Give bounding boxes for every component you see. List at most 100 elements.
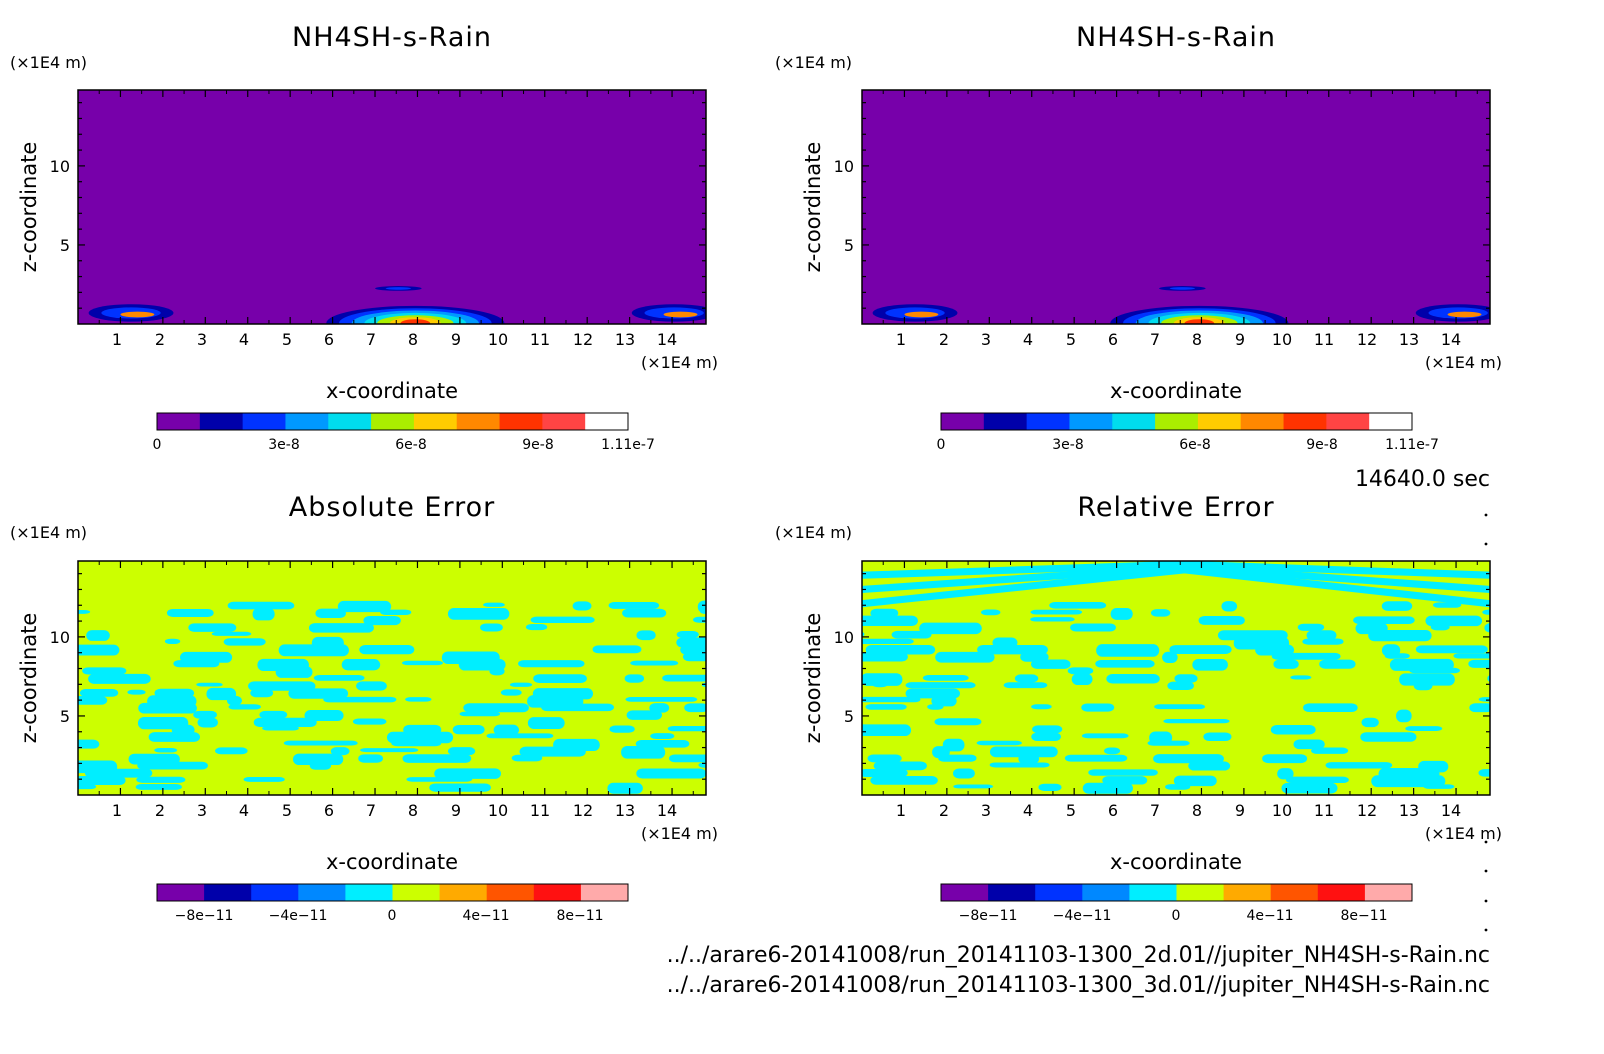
error-contour-patch	[1163, 718, 1230, 724]
error-contour-patch	[1162, 651, 1178, 663]
error-contour-patch	[1088, 769, 1158, 776]
colorbar-segment	[1112, 413, 1156, 430]
error-contour-patch	[625, 697, 698, 702]
x-tick-label: 3	[981, 801, 991, 820]
x-tick-label: 13	[615, 801, 635, 820]
error-contour-patch	[1496, 666, 1518, 677]
error-contour-patch	[1478, 697, 1490, 702]
x-tick-label: 5	[1066, 330, 1076, 349]
colorbar-segment	[1129, 884, 1177, 901]
y-axis-label: z-coordinate	[801, 142, 825, 273]
colorbar-segment	[580, 884, 629, 901]
error-contour-patch	[288, 688, 349, 699]
colorbar	[940, 883, 1413, 902]
error-contour-patch	[1262, 754, 1308, 764]
x-tick-label: 7	[366, 801, 376, 820]
error-contour-patch	[253, 717, 317, 727]
error-contour-patch	[1003, 682, 1048, 689]
error-contour-patch	[989, 746, 1058, 758]
colorbar-segment	[298, 884, 346, 901]
error-contour-patch	[649, 703, 670, 713]
error-contour-patch	[650, 733, 675, 739]
error-contour-patch	[942, 738, 965, 752]
x-tick-label: 3	[197, 330, 207, 349]
colorbar-label: 6e-8	[395, 437, 426, 453]
x-tick-label: 10	[488, 330, 508, 349]
error-contour-patch	[1281, 782, 1338, 794]
error-contour-patch	[1415, 645, 1488, 654]
error-contour-patch	[862, 696, 921, 703]
error-contour-patch	[154, 748, 178, 753]
error-contour-patch	[341, 659, 381, 671]
error-contour-patch	[257, 658, 309, 671]
y-tick-marks	[862, 573, 1490, 780]
x-unit-label: (×1E4 m)	[641, 353, 718, 372]
x-tick-label: 7	[366, 330, 376, 349]
x-tick-label: 4	[239, 801, 249, 820]
error-contour-patch	[1484, 623, 1490, 633]
error-contour-patch	[1081, 733, 1129, 739]
time-label: 14640.0 sec	[1355, 467, 1490, 492]
x-tick-label: 4	[239, 330, 249, 349]
colorbar-segment	[1283, 413, 1327, 430]
error-contour-patch	[188, 623, 237, 632]
error-contour-patch	[532, 688, 594, 700]
error-contour-patch	[953, 784, 994, 789]
error-contour-patch	[624, 674, 645, 683]
x-tick-marks	[98, 90, 694, 324]
error-contour-patch	[1270, 724, 1316, 735]
error-contour-patch	[78, 739, 100, 749]
error-contour-patch	[447, 608, 510, 620]
error-contour-patch	[480, 623, 503, 632]
error-contour-patch	[922, 674, 969, 681]
error-contour-patch	[78, 760, 118, 774]
error-contour-patch	[359, 645, 415, 655]
error-contour-patch	[1070, 623, 1116, 632]
error-contour-patch	[352, 718, 387, 725]
error-contour-patch	[716, 695, 750, 707]
error-contour-patch	[1173, 775, 1217, 787]
error-contour-patch	[607, 782, 643, 794]
error-contour-patch	[635, 739, 690, 748]
error-contour-patch	[405, 697, 432, 702]
error-contour-patch	[518, 660, 585, 668]
x-tick-label: 8	[408, 330, 418, 349]
x-tick-label: 2	[155, 801, 165, 820]
error-contour-patch	[676, 631, 699, 638]
error-contour-patch	[78, 610, 91, 614]
x-unit-label: (×1E4 m)	[1425, 824, 1502, 843]
x-tick-label: 1	[896, 330, 906, 349]
colorbar-segment	[328, 413, 372, 430]
colorbar-label: 9e-8	[1306, 437, 1337, 453]
error-contour-patch	[1453, 653, 1490, 659]
colorbar-segment	[1026, 413, 1070, 430]
error-contour-patch	[622, 608, 667, 618]
error-contour-patch	[330, 747, 350, 756]
error-contour-patch	[976, 740, 1022, 746]
panel-absolute-error: Absolute Error (×1E4 m) 1 2 3 4 5 6 7 8 …	[10, 492, 750, 924]
error-contour-patch	[1306, 630, 1337, 641]
error-contour-patch	[1293, 739, 1325, 750]
error-contour-patch	[862, 652, 908, 662]
x-tick-label: 9	[451, 801, 461, 820]
error-contour-patch	[934, 718, 982, 726]
error-contour-patch	[79, 689, 119, 697]
colorbar-label: 1.11e-7	[601, 437, 655, 453]
error-contour-patch	[447, 747, 476, 756]
colorbar-label: −8e−11	[959, 908, 1018, 924]
heatmap-field	[78, 90, 706, 324]
colorbar-segment	[988, 884, 1036, 901]
y-unit-label: (×1E4 m)	[10, 523, 87, 542]
x-tick-marks	[882, 561, 1478, 795]
error-contour-patch	[463, 703, 529, 713]
error-contour-patch	[127, 689, 146, 695]
y-tick-marks	[78, 102, 706, 309]
error-contour-patch	[1169, 645, 1232, 654]
colorbar-segment	[542, 413, 586, 430]
colorbar-label: 3e-8	[268, 437, 299, 453]
x-axis-label: x-coordinate	[326, 850, 458, 874]
x-tick-label: 1	[112, 801, 122, 820]
error-contour-patch	[193, 710, 217, 719]
colorbar-segment	[1035, 884, 1083, 901]
file-path-2d: ../../arare6-20141008/run_20141103-1300_…	[667, 943, 1490, 968]
